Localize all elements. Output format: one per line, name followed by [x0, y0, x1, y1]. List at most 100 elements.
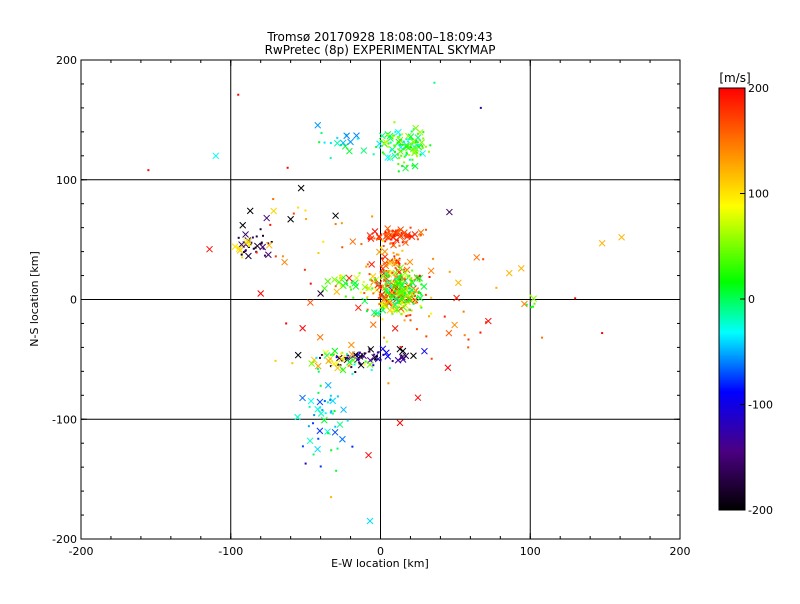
data-point	[393, 255, 396, 258]
data-point-cross-stroke	[399, 356, 407, 363]
data-point-cross-stroke	[402, 164, 409, 172]
data-point-cross-stroke	[409, 138, 417, 145]
data-point	[251, 236, 254, 239]
data-point-cross-stroke	[376, 140, 383, 148]
data-point-cross-stroke	[361, 297, 369, 305]
data-point	[400, 289, 403, 292]
data-point	[389, 285, 392, 288]
data-point-cross	[212, 152, 220, 160]
data-point-cross-stroke	[408, 233, 416, 241]
data-point-cross	[270, 207, 278, 215]
data-point-cross	[366, 232, 374, 239]
data-point	[241, 256, 244, 259]
data-point-cross-stroke	[333, 139, 341, 147]
data-point-cross-stroke	[451, 321, 458, 329]
data-point	[378, 146, 381, 149]
data-point	[387, 382, 390, 385]
data-point	[385, 305, 388, 308]
data-point-cross-stroke	[455, 279, 462, 287]
data-point	[405, 164, 408, 167]
data-point	[318, 141, 321, 144]
data-point	[391, 259, 394, 262]
data-point-cross-stroke	[339, 435, 346, 443]
data-point	[366, 296, 369, 299]
data-point-cross	[398, 282, 406, 289]
data-point-cross-stroke	[411, 287, 419, 294]
data-point-cross	[336, 421, 344, 428]
data-point-cross-stroke	[366, 361, 374, 368]
data-point-cross-stroke	[393, 296, 400, 303]
data-point	[495, 286, 498, 289]
data-point	[237, 93, 240, 96]
data-point	[389, 156, 392, 159]
data-point-cross-stroke	[347, 138, 354, 146]
data-point	[425, 228, 428, 231]
data-point	[339, 284, 342, 287]
data-point-cross-stroke	[376, 248, 383, 256]
data-point	[320, 131, 323, 134]
data-point	[344, 358, 347, 361]
data-point-cross-stroke	[401, 277, 409, 285]
data-point	[386, 284, 389, 287]
data-point	[418, 275, 421, 278]
data-point-cross	[381, 248, 389, 255]
x-tick-label: -100	[218, 545, 243, 558]
data-point	[467, 346, 470, 349]
data-point	[420, 283, 423, 286]
data-point-cross	[333, 288, 341, 296]
data-point	[269, 223, 272, 226]
data-point-cross-stroke	[378, 132, 386, 140]
data-point-cross	[484, 317, 492, 325]
data-point	[385, 290, 388, 293]
data-point	[247, 244, 250, 247]
data-point	[422, 137, 425, 140]
data-point-cross-stroke	[306, 299, 314, 306]
data-point	[411, 269, 414, 272]
data-point-cross	[361, 297, 369, 305]
data-point-cross-stroke	[385, 279, 392, 286]
data-point-cross-stroke	[336, 421, 344, 428]
data-point	[350, 366, 353, 369]
data-point-cross	[382, 262, 390, 270]
data-point	[385, 238, 388, 241]
data-point-cross-stroke	[345, 274, 353, 282]
data-point-cross-stroke	[320, 416, 328, 424]
data-point	[317, 391, 320, 394]
data-point	[419, 153, 422, 156]
data-point-cross-stroke	[406, 296, 413, 303]
data-point	[374, 278, 377, 281]
data-point	[361, 355, 364, 358]
data-point	[530, 306, 533, 309]
data-point	[428, 275, 431, 278]
data-point-cross-stroke	[299, 394, 306, 402]
data-point	[351, 372, 354, 375]
data-point	[371, 287, 374, 290]
data-point	[383, 152, 386, 155]
data-point	[349, 285, 352, 288]
data-point	[329, 157, 332, 160]
data-point-cross	[347, 138, 354, 146]
data-point	[380, 286, 383, 289]
data-point-cross-stroke	[414, 394, 422, 402]
data-point	[374, 358, 377, 361]
data-point	[430, 296, 433, 299]
data-point-cross-stroke	[368, 260, 376, 268]
data-point-cross	[335, 278, 343, 286]
data-point	[400, 354, 403, 357]
data-point	[317, 251, 320, 254]
data-point-cross-stroke	[321, 285, 328, 292]
data-point-cross-stroke	[395, 272, 403, 280]
data-point	[403, 234, 406, 237]
data-point	[389, 141, 392, 144]
data-point	[411, 137, 414, 140]
data-point-cross	[402, 239, 409, 247]
data-point-cross	[393, 294, 401, 302]
data-point	[308, 405, 311, 408]
data-point	[415, 328, 418, 331]
data-point	[370, 369, 373, 372]
data-point-cross-stroke	[265, 241, 273, 249]
data-point-cross-stroke	[391, 152, 399, 160]
data-point	[329, 394, 332, 397]
